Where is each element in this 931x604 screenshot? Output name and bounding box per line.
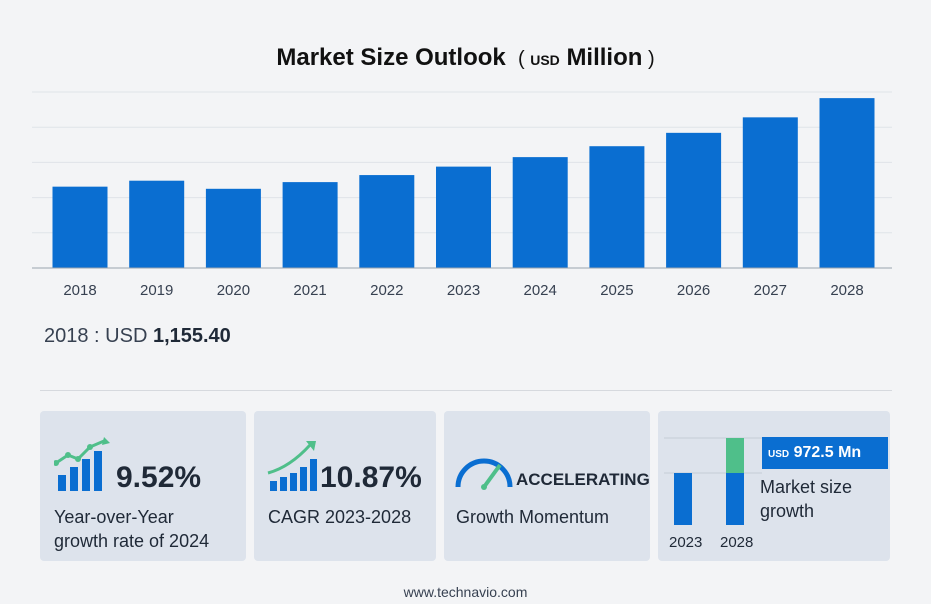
bar-2021	[282, 182, 338, 268]
cagr-value: 10.87%	[320, 461, 422, 494]
cagr-card: 10.87% CAGR 2023-2028	[254, 411, 436, 561]
title-unit: Million	[566, 44, 643, 71]
speedometer-icon	[455, 458, 513, 490]
yoy-card: 9.52% Year-over-Year growth rate of 2024	[40, 411, 246, 561]
bar-2022	[359, 175, 415, 268]
mini-year-end: 2028	[720, 534, 754, 551]
bar-chart: 2018 2019 2020 2021 2022 2023 2024 2025 2026 2027…	[32, 91, 892, 299]
bar-2027	[742, 117, 798, 269]
tick-label-2020: 2020	[217, 282, 250, 299]
yoy-label-1: Year-over-Year	[54, 507, 174, 527]
growth-label-1: Market size	[760, 477, 853, 497]
bar-2028	[819, 98, 875, 268]
momentum-value: ACCELERATING	[516, 470, 650, 489]
momentum-label: Growth Momentum	[456, 507, 610, 527]
tick-label-2021: 2021	[293, 282, 326, 299]
tick-label-2023: 2023	[447, 282, 480, 299]
yoy-label-2: growth rate of 2024	[54, 531, 210, 551]
bar-2025	[589, 146, 645, 268]
bar-2026	[666, 132, 722, 268]
footer-url: www.technavio.com	[403, 584, 528, 600]
tick-label-2025: 2025	[600, 282, 633, 299]
momentum-card: ACCELERATING Growth Momentum	[444, 411, 650, 561]
mini-bar-2028-growth	[726, 438, 744, 473]
growth-mini-chart	[664, 437, 762, 525]
tick-label-2019: 2019	[140, 282, 173, 299]
bar-2023	[436, 166, 491, 268]
growth-label-2: growth	[760, 501, 815, 521]
tick-label-2018: 2018	[63, 282, 96, 299]
mini-bar-2023	[674, 473, 692, 525]
trend-up-icon	[267, 441, 317, 491]
bar-2020	[205, 188, 261, 268]
tick-label-2026: 2026	[677, 282, 710, 299]
bar-2018	[52, 186, 108, 268]
title-currency: USD	[530, 52, 560, 68]
tick-label-2028: 2028	[830, 282, 863, 299]
cagr-label: CAGR 2023-2028	[268, 507, 412, 527]
bar-2019	[129, 180, 185, 268]
yoy-value: 9.52%	[116, 461, 202, 494]
bar-2024	[512, 157, 568, 268]
growth-card: 2023 2028 Market size growth	[658, 411, 890, 561]
mini-bar-2028-base	[726, 473, 744, 525]
tick-label-2024: 2024	[524, 282, 557, 299]
growth-bars-icon	[54, 437, 110, 491]
tick-label-2027: 2027	[754, 282, 787, 299]
tick-label-2022: 2022	[370, 282, 403, 299]
divider	[40, 390, 892, 391]
baseline-value: 2018 : USD 1,155.40	[44, 325, 231, 347]
mini-year-start: 2023	[669, 534, 703, 551]
chart-title: Market Size Outlook ( USD Million )	[276, 44, 655, 71]
growth-badge: USD 972.5 Mn	[762, 437, 888, 469]
